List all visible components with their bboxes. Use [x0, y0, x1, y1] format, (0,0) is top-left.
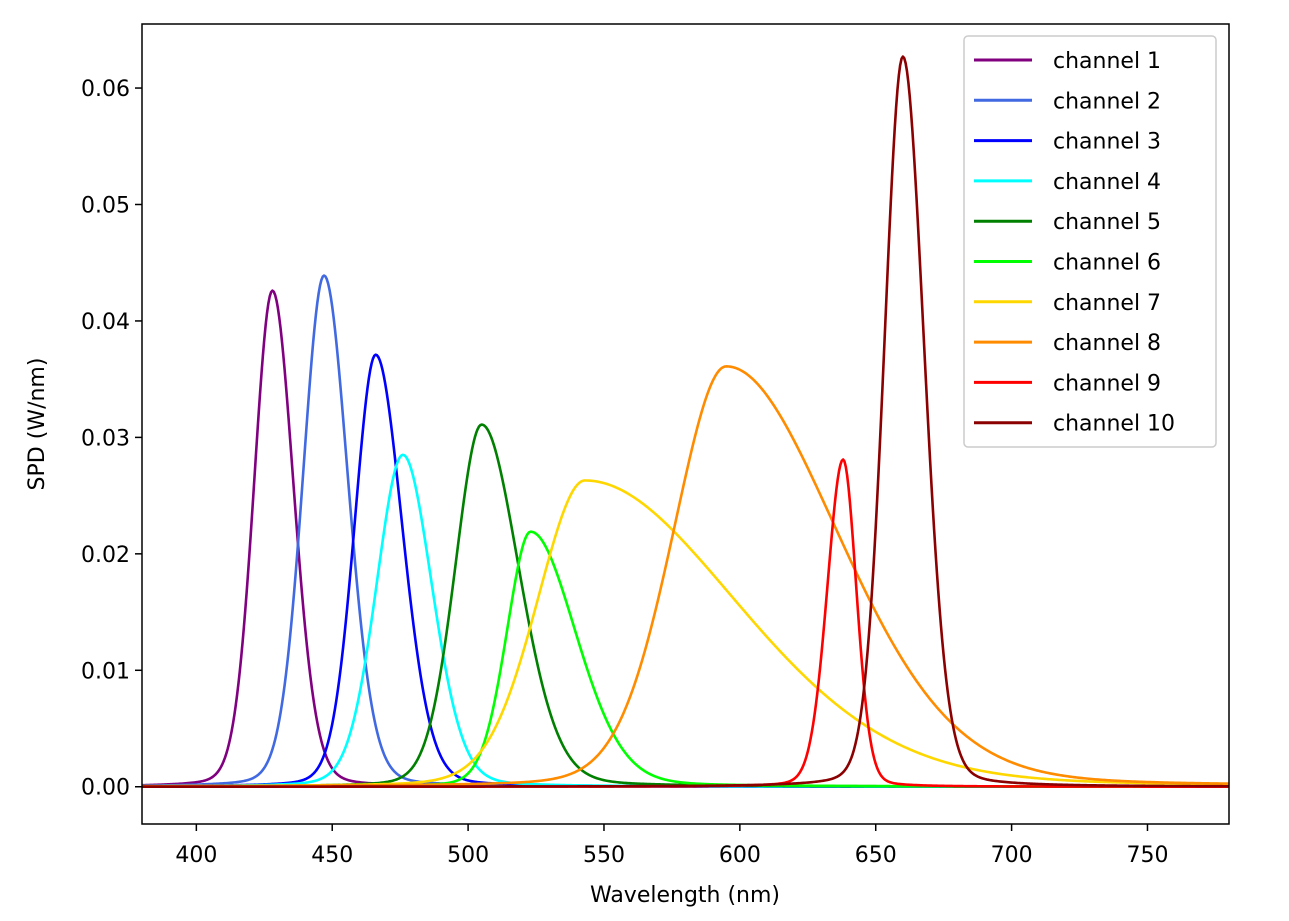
series-line-channel-6 — [142, 530, 1229, 788]
legend-label: channel 7 — [1053, 291, 1161, 316]
x-tick-label: 600 — [719, 843, 761, 868]
x-tick-label: 500 — [447, 843, 489, 868]
legend-frame — [963, 35, 1217, 448]
x-tick-label: 750 — [1126, 843, 1168, 868]
x-tick-label: 650 — [855, 843, 897, 868]
curves-layer — [142, 55, 1229, 789]
y-tick-label: 0.01 — [81, 659, 130, 684]
y-tick-label: 0.02 — [81, 543, 130, 568]
legend-label: channel 3 — [1053, 130, 1161, 155]
legend-label: channel 9 — [1053, 371, 1161, 396]
y-tick-label: 0.04 — [81, 310, 130, 335]
x-axis-label: Wavelength (nm) — [590, 883, 780, 908]
legend-label: channel 6 — [1053, 251, 1161, 276]
y-tick-label: 0.00 — [81, 776, 130, 801]
y-tick-label: 0.03 — [81, 426, 130, 451]
legend: channel 1 channel 2 channel 3 channel 4 chan… — [963, 35, 1217, 448]
legend-label: channel 2 — [1053, 89, 1161, 114]
legend-label: channel 5 — [1053, 210, 1161, 235]
x-tick-label: 450 — [311, 843, 353, 868]
legend-label: channel 4 — [1053, 170, 1161, 195]
y-axis-label: SPD (W/nm) — [25, 358, 50, 491]
x-tick-label: 400 — [175, 843, 217, 868]
plot-frame — [141, 23, 1230, 825]
y-tick-label: 0.05 — [81, 193, 130, 218]
legend-label: channel 1 — [1053, 49, 1161, 74]
series-line-channel-10 — [142, 55, 1229, 788]
x-tick-label: 700 — [991, 843, 1033, 868]
y-axis-ticks: 0.00 0.01 0.02 0.03 0.04 0.05 0.06 — [81, 77, 142, 801]
legend-label: channel 10 — [1053, 412, 1175, 437]
x-tick-label: 550 — [583, 843, 625, 868]
legend-label: channel 8 — [1053, 331, 1161, 356]
x-axis-ticks: 400 450 500 550 600 650 700 750 — [175, 824, 1168, 868]
y-tick-label: 0.06 — [81, 77, 130, 102]
